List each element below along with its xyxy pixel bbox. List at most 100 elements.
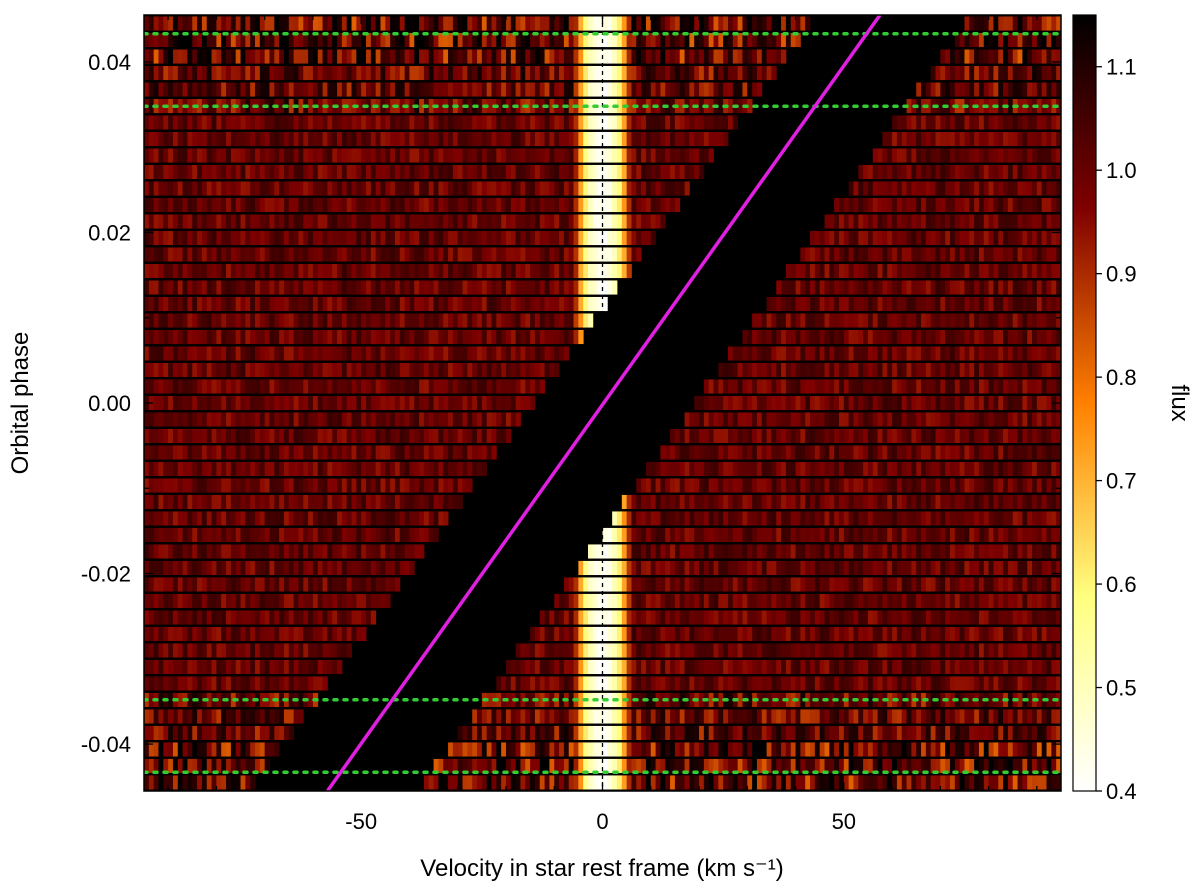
heat-cell	[752, 643, 758, 658]
heat-cell	[896, 313, 903, 328]
heat-cell	[298, 527, 304, 543]
heat-cell	[250, 742, 256, 757]
heat-cell	[993, 593, 999, 609]
heat-cell	[906, 692, 912, 708]
heat-cell	[1046, 379, 1052, 394]
heat-cell	[858, 428, 864, 444]
heat-cell	[901, 346, 907, 361]
heat-cell	[510, 412, 517, 427]
heat-cell	[906, 659, 912, 675]
heat-cell	[896, 412, 903, 427]
heat-cell	[843, 758, 850, 774]
heat-cell	[940, 742, 946, 757]
heat-cell	[805, 527, 811, 543]
heat-cell	[848, 379, 854, 394]
heat-cell	[197, 775, 203, 790]
heat-cell	[385, 412, 391, 427]
heat-cell	[366, 610, 372, 625]
heat-cell	[366, 461, 372, 477]
heat-cell	[911, 676, 917, 691]
heat-cell	[216, 263, 222, 279]
heat-cell	[187, 329, 193, 345]
heat-cell	[283, 593, 290, 609]
heat-cell	[501, 775, 507, 790]
heat-cell	[346, 560, 352, 576]
heat-cell	[1056, 643, 1061, 658]
heat-cell	[838, 544, 845, 559]
heat-cell	[1051, 725, 1057, 741]
heat-cell	[226, 659, 232, 675]
heat-cell	[631, 593, 637, 609]
heat-cell	[771, 758, 777, 774]
heat-cell	[940, 395, 946, 411]
heat-cell	[264, 610, 270, 625]
heat-cell	[689, 692, 695, 708]
heat-cell	[761, 643, 767, 658]
heat-cell	[457, 478, 463, 493]
heat-cell	[708, 643, 714, 658]
heat-cell	[940, 296, 946, 312]
heat-cell	[872, 329, 878, 345]
heat-cell	[293, 560, 299, 576]
heat-cell	[505, 362, 512, 378]
heat-cell	[153, 709, 159, 724]
heat-cell	[153, 494, 159, 510]
heat-cell	[235, 725, 241, 741]
heat-cell	[824, 494, 830, 510]
heat-cell	[438, 263, 444, 279]
heat-cell	[187, 428, 193, 444]
heat-cell	[496, 428, 502, 444]
heat-cell	[245, 775, 251, 790]
heat-cell	[887, 742, 893, 757]
heat-cell	[940, 412, 946, 427]
heat-cell	[679, 775, 685, 790]
heat-cell	[505, 659, 512, 675]
heat-cell	[240, 494, 246, 510]
heat-cell	[867, 329, 874, 345]
heat-cell	[568, 692, 574, 708]
heat-cell	[438, 494, 444, 510]
heat-cell	[877, 362, 883, 378]
heat-cell	[790, 709, 796, 724]
heat-cell	[670, 494, 676, 510]
heat-cell	[776, 379, 782, 394]
heat-cell	[399, 494, 406, 510]
heat-cell	[679, 527, 685, 543]
heat-cell	[954, 461, 961, 477]
heat-cell	[737, 725, 743, 741]
heat-cell	[177, 329, 184, 345]
heat-cell	[641, 659, 647, 675]
heat-cell	[163, 412, 169, 427]
heat-cell	[1027, 329, 1033, 345]
heat-cell	[409, 280, 415, 295]
exposure-row	[144, 577, 1061, 592]
heat-cell	[882, 280, 888, 295]
heat-cell	[192, 626, 198, 642]
heat-cell	[351, 329, 357, 345]
heat-cell	[612, 560, 618, 576]
heat-cell	[370, 593, 377, 609]
heat-cell	[834, 593, 840, 609]
heat-cell	[481, 775, 488, 790]
heat-cell	[399, 478, 406, 493]
heat-cell	[409, 362, 415, 378]
heat-cell	[559, 610, 565, 625]
heat-cell	[443, 494, 449, 510]
heat-cell	[491, 428, 497, 444]
heat-cell	[337, 659, 343, 675]
heat-cell	[829, 280, 835, 295]
heat-cell	[896, 725, 903, 741]
heat-cell	[274, 445, 280, 460]
heat-cell	[872, 610, 878, 625]
heat-cell	[192, 709, 198, 724]
heat-cell	[829, 544, 835, 559]
heat-cell	[337, 478, 343, 493]
heat-cell	[549, 643, 555, 658]
heat-cell	[974, 461, 980, 477]
heat-cell	[168, 610, 174, 625]
heat-cell	[592, 643, 599, 658]
heat-cell	[1051, 445, 1057, 460]
heat-cell	[829, 577, 835, 592]
heat-cell	[993, 280, 999, 295]
heat-cell	[240, 709, 246, 724]
